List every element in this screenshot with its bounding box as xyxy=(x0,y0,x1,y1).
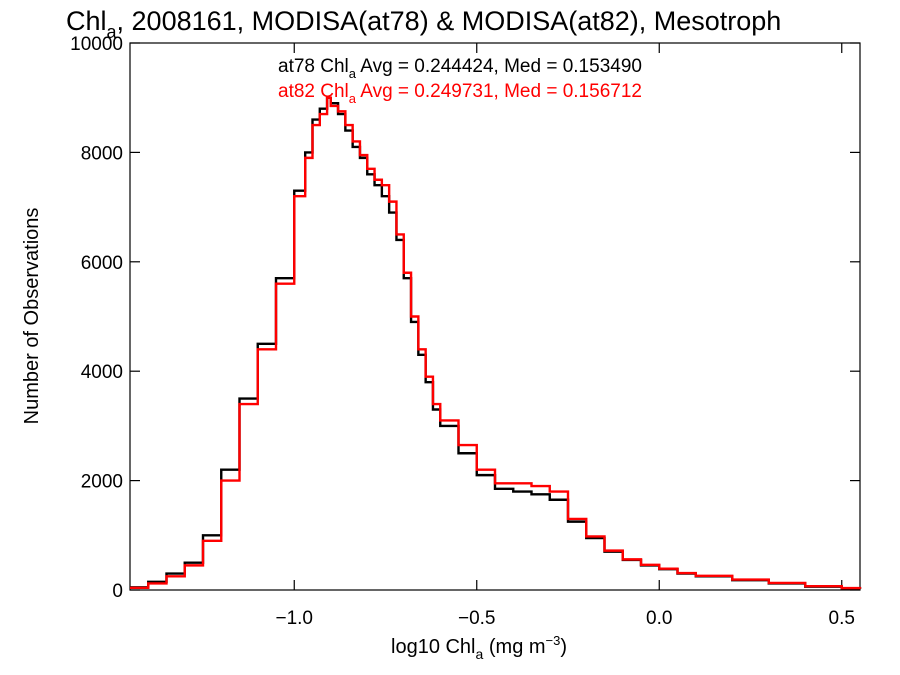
series-group xyxy=(130,96,862,590)
x-tick-label: −0.5 xyxy=(458,608,496,629)
series-at78-line xyxy=(130,96,862,590)
x-tick-label: −1.0 xyxy=(275,608,313,629)
x-tick-label: 0.5 xyxy=(829,608,855,629)
y-tick-label: 8000 xyxy=(81,143,123,164)
y-tick-label: 0 xyxy=(112,581,123,602)
x-axis: −1.0 −0.5 0.0 0.5 xyxy=(275,43,855,629)
legend-entry-at78: at78 Chla Avg = 0.244424, Med = 0.153490 xyxy=(278,56,642,81)
chart-title: Chla, 2008161, MODISA(at78) & MODISA(at8… xyxy=(66,6,781,42)
y-tick-label: 6000 xyxy=(81,253,123,274)
y-axis: 0 2000 4000 6000 8000 10000 xyxy=(70,34,860,602)
x-axis-label: log10 Chla (mg m−3) xyxy=(391,633,567,662)
y-tick-label: 4000 xyxy=(81,362,123,383)
x-tick-label: 0.0 xyxy=(646,608,672,629)
y-tick-label: 10000 xyxy=(70,34,123,55)
series-at82-line xyxy=(130,96,862,590)
plot-frame xyxy=(129,42,861,591)
legend-entry-at82: at82 Chla Avg = 0.249731, Med = 0.156712 xyxy=(278,81,642,106)
plot-area: −1.0 −0.5 0.0 0.5 0 2000 4000 6000 8000 10000 xyxy=(70,34,862,629)
y-tick-label: 2000 xyxy=(81,472,123,493)
y-axis-label: Number of Observations xyxy=(21,208,43,425)
